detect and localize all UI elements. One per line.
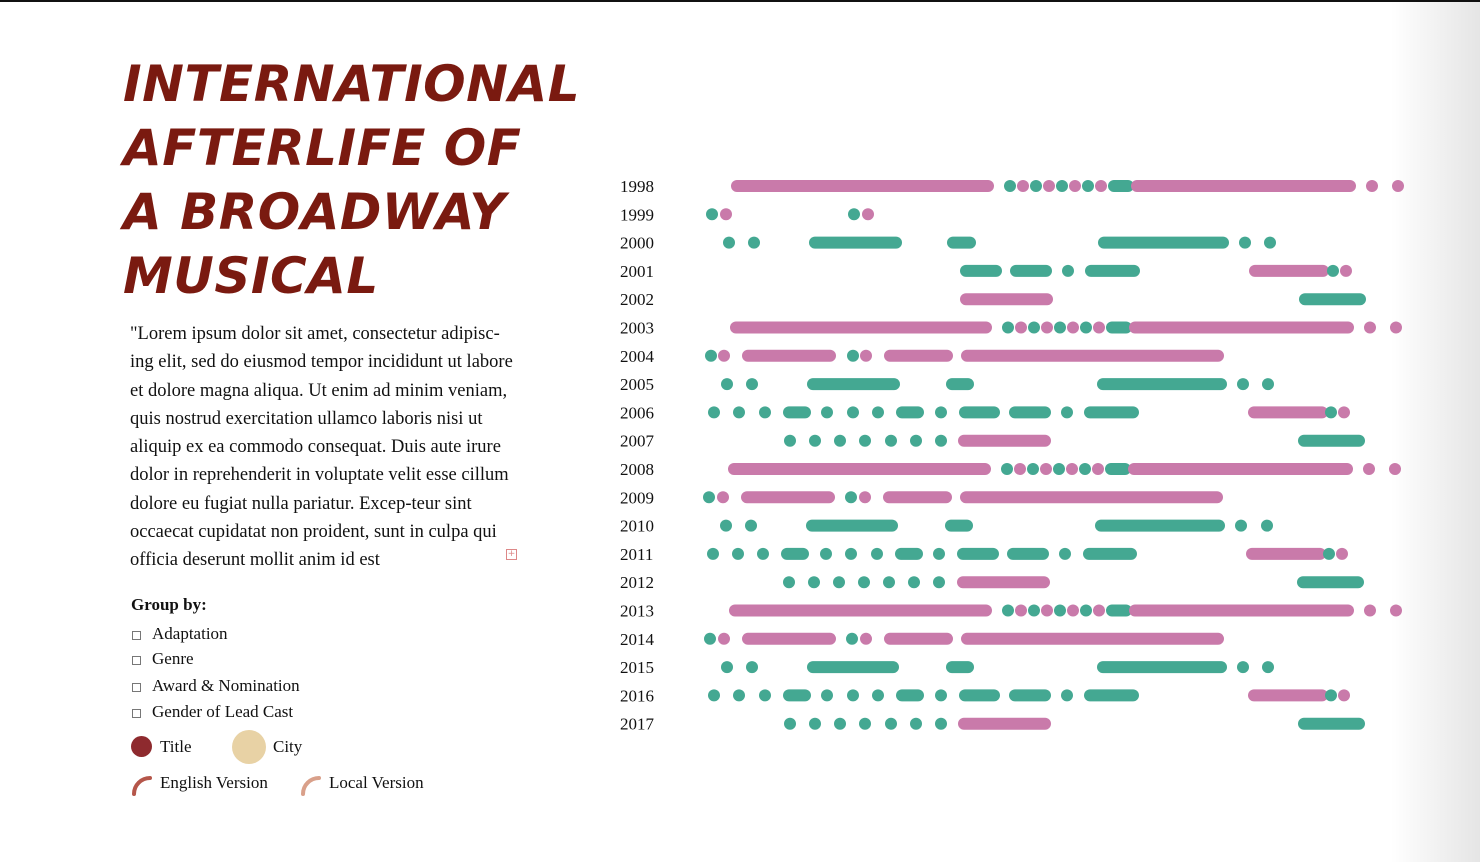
year-tick-label: 1999 xyxy=(620,205,654,224)
year-tick-label: 2001 xyxy=(620,262,654,281)
option-gender-lead-cast[interactable]: Gender of Lead Cast xyxy=(132,702,293,722)
legend-local-label: Local Version xyxy=(329,773,424,792)
year-tick-label: 2002 xyxy=(620,290,654,309)
legend-city: City xyxy=(232,730,302,764)
legend-title: Title xyxy=(131,736,192,757)
checkbox-adaptation[interactable] xyxy=(132,630,141,640)
option-adaptation[interactable]: Adaptation xyxy=(132,624,228,644)
city-dot-icon xyxy=(232,730,266,764)
legend-english-label: English Version xyxy=(160,773,268,792)
year-tick-label: 2013 xyxy=(620,602,654,621)
year-tick-label: 2015 xyxy=(620,658,654,677)
year-tick-label: 2017 xyxy=(620,715,655,734)
description-text: "Lorem ipsum dolor sit amet, consectetur… xyxy=(130,324,513,571)
english-arc-icon xyxy=(132,776,152,796)
year-tick-label: 1998 xyxy=(620,177,654,196)
checkbox-gender-lead-cast[interactable] xyxy=(132,708,141,718)
top-border xyxy=(0,0,1480,2)
checkbox-genre[interactable] xyxy=(132,655,141,665)
option-genre[interactable]: Genre xyxy=(132,649,194,669)
option-gender-lead-cast-label: Gender of Lead Cast xyxy=(152,702,294,721)
option-award-nomination-label: Award & Nomination xyxy=(152,676,300,695)
legend-city-label: City xyxy=(273,737,303,756)
option-adaptation-label: Adaptation xyxy=(152,624,228,643)
year-tick-label: 2007 xyxy=(620,432,655,451)
year-tick-label: 2008 xyxy=(620,460,654,479)
year-tick-label: 2000 xyxy=(620,234,654,253)
year-tick-label: 2010 xyxy=(620,517,654,536)
legend-english-version: English Version xyxy=(131,770,268,796)
year-tick-label: 2012 xyxy=(620,573,654,592)
group-by-label: Group by: xyxy=(131,595,207,614)
year-tick-label: 2014 xyxy=(620,630,655,649)
page-title: INTERNATIONAL AFTERLIFE OF A BROADWAY MU… xyxy=(123,55,581,305)
checkbox-award-nomination[interactable] xyxy=(132,682,141,692)
timeline-chart: 1998 1999 2000 2001 2002 2003 2004 2005 2006 2007… xyxy=(620,177,1404,734)
option-award-nomination[interactable]: Award & Nomination xyxy=(132,676,300,696)
year-tick-label: 2011 xyxy=(620,545,653,564)
title-dot-icon xyxy=(131,736,152,757)
year-tick-label: 2009 xyxy=(620,488,654,507)
expand-plus-icon[interactable]: + xyxy=(506,549,517,560)
year-tick-label: 2005 xyxy=(620,375,654,394)
right-edge-shadow xyxy=(1390,0,1480,862)
year-tick-label: 2003 xyxy=(620,319,654,338)
year-tick-label: 2016 xyxy=(620,686,654,705)
option-genre-label: Genre xyxy=(152,649,194,668)
local-arc-icon xyxy=(301,776,321,796)
year-tick-label: 2004 xyxy=(620,347,655,366)
legend-local-version: Local Version xyxy=(300,770,424,796)
legend-title-label: Title xyxy=(160,736,192,756)
year-tick-label: 2006 xyxy=(620,403,654,422)
